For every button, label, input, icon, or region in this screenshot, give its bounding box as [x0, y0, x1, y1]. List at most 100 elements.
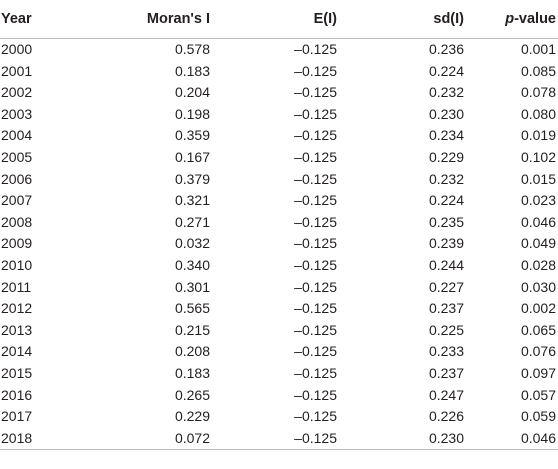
morans-i-cell: 0.198 [174, 105, 210, 122]
sd-cell: 0.227 [428, 278, 464, 295]
sd-cell: 0.239 [428, 235, 464, 252]
year-cell: 2000 [1, 41, 33, 57]
sd-cell: 0.244 [428, 256, 464, 273]
p-value-cell: 0.019 [520, 127, 556, 144]
year-cell: 2008 [1, 213, 33, 230]
sd-cell: 0.226 [428, 408, 464, 425]
expected-value-cell: –0.125 [294, 343, 337, 360]
expected-value-cell: –0.125 [294, 386, 337, 403]
expected-value-cell: –0.125 [294, 256, 337, 273]
sd-cell: 0.232 [428, 84, 464, 101]
header-p-italic: p [505, 11, 515, 27]
morans-i-cell: 0.340 [174, 256, 210, 273]
table-row: 2016 0.265 –0.125 0.247 0.057 [0, 385, 558, 407]
table-row: 2010 0.340 –0.125 0.244 0.028 [0, 255, 558, 277]
header-row: Year Moran's I E(I) sd(I) p-value [0, 0, 558, 39]
p-value-cell: 0.076 [520, 343, 556, 360]
year-cell: 2001 [1, 62, 33, 79]
table-row: 2008 0.271 –0.125 0.235 0.046 [0, 212, 558, 234]
p-value-cell: 0.001 [520, 41, 556, 57]
p-value-cell: 0.049 [520, 235, 556, 252]
p-value-cell: 0.080 [520, 105, 556, 122]
table-row: 2018 0.072 –0.125 0.230 0.046 [0, 427, 558, 451]
year-cell: 2016 [1, 386, 33, 403]
header-p-value: p-value [464, 0, 558, 39]
table-header: Year Moran's I E(I) sd(I) p-value [0, 0, 558, 39]
expected-value-cell: –0.125 [294, 84, 337, 101]
morans-i-cell: 0.578 [174, 41, 210, 57]
sd-cell: 0.230 [337, 427, 464, 451]
table-row: 2013 0.215 –0.125 0.225 0.065 [0, 320, 558, 342]
table-row: 2006 0.379 –0.125 0.232 0.015 [0, 169, 558, 191]
morans-i-cell: 0.565 [174, 300, 210, 317]
expected-value-cell: –0.125 [294, 321, 337, 338]
year-cell: 2011 [1, 278, 32, 295]
year-cell: 2005 [1, 148, 33, 165]
table-row: 2004 0.359 –0.125 0.234 0.019 [0, 125, 558, 147]
morans-i-cell: 0.321 [174, 192, 210, 209]
sd-cell: 0.224 [428, 62, 464, 79]
expected-value-cell: –0.125 [294, 41, 337, 57]
expected-value-cell: –0.125 [294, 148, 337, 165]
expected-value-cell: –0.125 [294, 62, 337, 79]
expected-value-cell: –0.125 [294, 300, 337, 317]
header-standard-deviation: sd(I) [337, 0, 464, 39]
morans-i-cell: 0.204 [174, 84, 210, 101]
sd-cell: 0.247 [428, 386, 464, 403]
p-value-cell: 0.057 [520, 386, 556, 403]
table-row: 2005 0.167 –0.125 0.229 0.102 [0, 147, 558, 169]
expected-value-cell: –0.125 [294, 213, 337, 230]
header-year: Year [0, 0, 72, 39]
expected-value-cell: –0.125 [294, 278, 337, 295]
year-cell: 2018 [0, 427, 72, 451]
expected-value-cell: –0.125 [294, 408, 337, 425]
morans-i-cell: 0.167 [174, 148, 210, 165]
morans-i-cell: 0.359 [174, 127, 210, 144]
expected-value-cell: –0.125 [294, 170, 337, 187]
sd-cell: 0.237 [428, 300, 464, 317]
year-cell: 2013 [1, 321, 33, 338]
table-row: 2009 0.032 –0.125 0.239 0.049 [0, 233, 558, 255]
morans-i-cell: 0.229 [174, 408, 210, 425]
year-cell: 2009 [1, 235, 33, 252]
table-row: 2003 0.198 –0.125 0.230 0.080 [0, 104, 558, 126]
p-value-cell: 0.028 [520, 256, 556, 273]
sd-cell: 0.237 [428, 364, 464, 381]
year-cell: 2015 [1, 364, 33, 381]
p-value-cell: 0.065 [520, 321, 556, 338]
morans-i-cell: 0.208 [174, 343, 210, 360]
expected-value-cell: –0.125 [294, 235, 337, 252]
table-row: 2007 0.321 –0.125 0.224 0.023 [0, 190, 558, 212]
p-value-cell: 0.023 [520, 192, 556, 209]
p-value-cell: 0.002 [520, 300, 556, 317]
year-cell: 2006 [1, 170, 33, 187]
year-cell: 2007 [1, 192, 33, 209]
table-row: 2011 0.301 –0.125 0.227 0.030 [0, 277, 558, 299]
year-cell: 2004 [1, 127, 33, 144]
p-value-cell: 0.078 [520, 84, 556, 101]
p-value-cell: 0.085 [520, 62, 556, 79]
morans-i-cell: 0.301 [174, 278, 210, 295]
p-value-cell: 0.046 [464, 427, 558, 451]
year-cell: 2012 [1, 300, 33, 317]
year-cell: 2017 [1, 408, 33, 425]
sd-cell: 0.225 [428, 321, 464, 338]
morans-i-cell: 0.271 [174, 213, 210, 230]
expected-value-cell: –0.125 [294, 105, 337, 122]
sd-cell: 0.236 [428, 41, 464, 57]
morans-i-cell: 0.379 [174, 170, 210, 187]
sd-cell: 0.232 [428, 170, 464, 187]
header-p-suffix: -value [514, 11, 556, 27]
sd-cell: 0.230 [428, 105, 464, 122]
expected-value-cell: –0.125 [210, 427, 337, 451]
header-morans-i: Moran's I [72, 0, 210, 39]
table-row: 2001 0.183 –0.125 0.224 0.085 [0, 61, 558, 83]
morans-i-cell: 0.215 [174, 321, 210, 338]
morans-i-cell: 0.072 [72, 427, 210, 451]
year-cell: 2014 [1, 343, 33, 360]
p-value-cell: 0.102 [520, 148, 556, 165]
expected-value-cell: –0.125 [294, 192, 337, 209]
sd-cell: 0.233 [428, 343, 464, 360]
table-row: 2015 0.183 –0.125 0.237 0.097 [0, 363, 558, 385]
